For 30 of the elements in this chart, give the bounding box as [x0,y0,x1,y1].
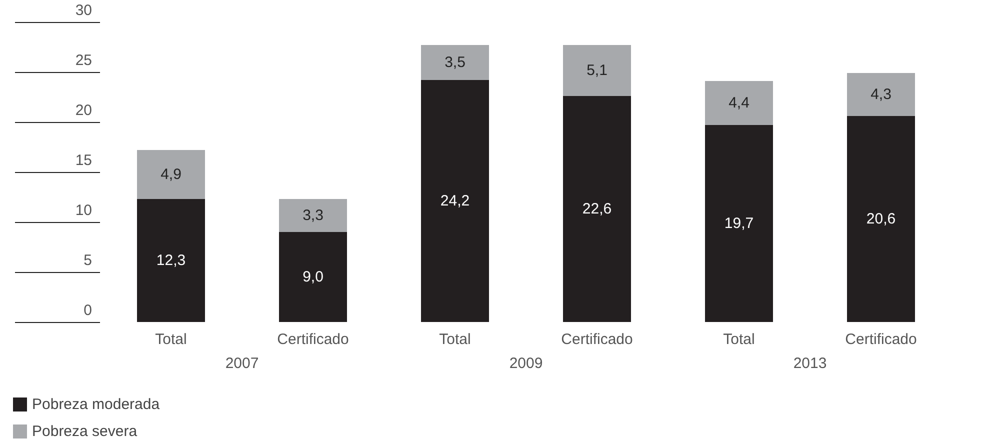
x-tick-label: Total [723,331,755,348]
text: 2007 [225,355,259,372]
x-tick-label: Total [439,331,471,348]
legend-label: Pobreza moderada [32,396,160,413]
text: 5,1 [586,62,608,79]
text: 3,5 [444,54,466,71]
text: 24,2 [440,192,470,210]
text: 2013 [793,355,827,372]
text: 20,6 [866,210,896,228]
text: 4,3 [870,86,892,103]
x-tick-label: Certificado [561,331,633,348]
y-tick-label: 30 [75,2,92,19]
text: 22,6 [582,200,612,218]
x-tick-label: Certificado [277,331,349,348]
x-tick-label: Certificado [845,331,917,348]
text: 3,3 [302,207,324,224]
text: 12,3 [156,252,186,269]
y-tick-label: 15 [75,152,92,169]
text: 2009 [509,355,543,372]
y-tick-label: 5 [84,252,92,269]
text: 9,0 [302,268,324,286]
text: 4,9 [160,166,182,183]
text: 19,7 [724,215,754,232]
x-tick-label: Total [155,331,187,348]
y-tick-label: 20 [75,102,92,119]
y-tick-label: 0 [84,302,92,319]
legend-label: Pobreza severa [32,423,138,440]
text: 4,4 [728,94,750,112]
y-tick-label: 10 [75,202,92,219]
y-tick-label: 25 [75,52,92,69]
